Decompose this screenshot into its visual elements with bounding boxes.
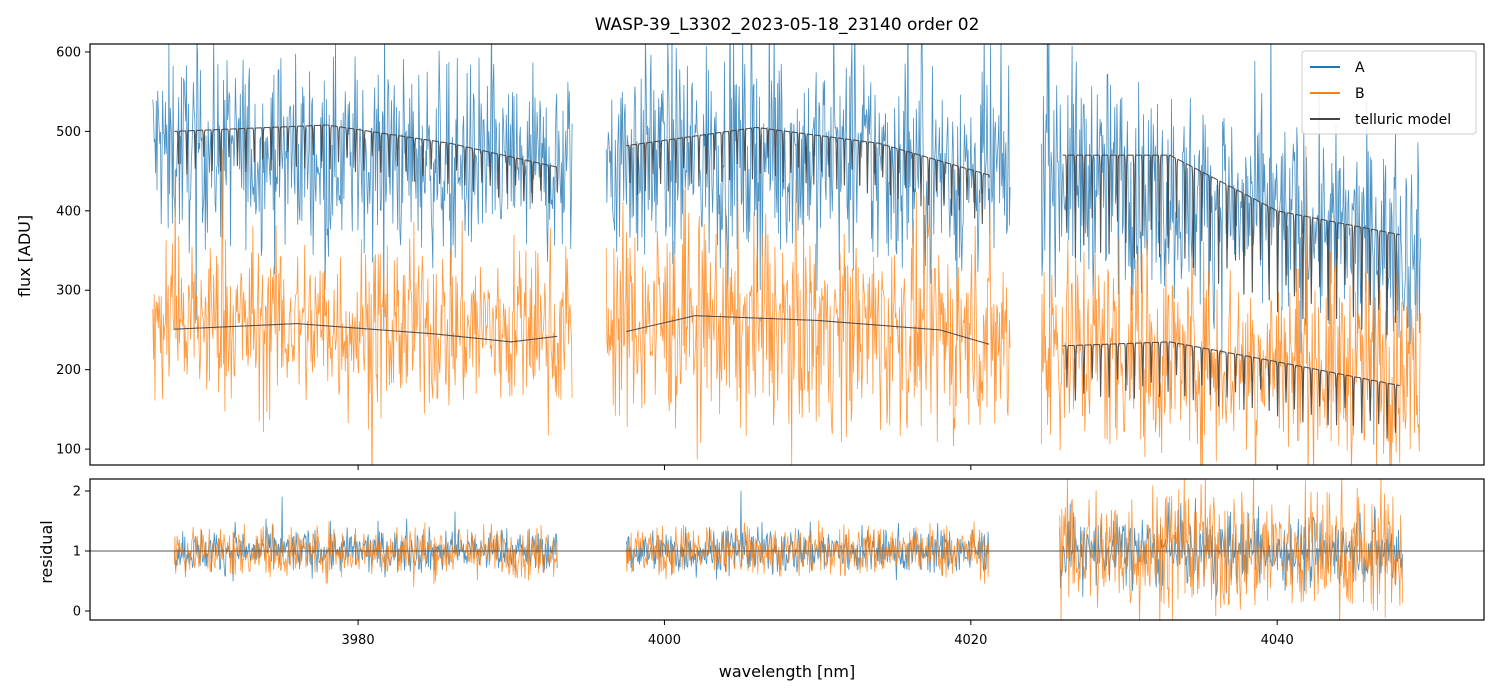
x-axis-label: wavelength [nm] (719, 662, 856, 681)
legend-label-a: A (1355, 60, 1365, 76)
bottom-x-tick-label: 3980 (342, 633, 375, 648)
bottom-axes-frame (89, 478, 1485, 621)
telluric-model-line (1062, 341, 1400, 439)
telluric-model-line (174, 124, 558, 204)
bottom-y-tick-label: 1 (73, 545, 81, 560)
top-y-tick-label: 300 (56, 284, 81, 299)
legend-label-telluric-model: telluric model (1355, 112, 1451, 128)
telluric-model-line (174, 323, 558, 343)
bottom-x-ticks: 3980 4000 4020 4040 (342, 620, 1294, 648)
chart-title: WASP-39_L3302_2023-05-18_23140 order 02 (595, 15, 980, 35)
spectrum-a (1040, 44, 1422, 445)
top-axes-frame (89, 43, 1485, 466)
bottom-y-ticks: 0 1 2 (73, 485, 90, 620)
residual-a (625, 490, 990, 581)
top-y-tick-label: 600 (56, 45, 81, 60)
residual-b (625, 520, 990, 584)
bottom-x-tick-label: 4000 (648, 633, 681, 648)
spectrum-a (152, 44, 573, 330)
residual-a (173, 496, 558, 582)
top-x-ticks (357, 465, 1278, 470)
legend-label-b: B (1355, 86, 1365, 102)
top-y-tick-label: 500 (56, 125, 81, 140)
bottom-x-tick-label: 4020 (954, 633, 987, 648)
bottom-y-tick-label: 0 (73, 605, 81, 620)
telluric-model-line (626, 126, 990, 225)
spectrum-b (152, 149, 573, 465)
top-y-ticks: 100 200 300 400 500 600 (56, 45, 90, 458)
top-y-tick-label: 400 (56, 204, 81, 219)
telluric-model-line (626, 315, 990, 345)
bottom-y-tick-label: 2 (73, 485, 81, 500)
legend: A B telluric model (1301, 50, 1477, 135)
spectrum-b (605, 179, 1011, 465)
bottom-y-axis-label: residual (37, 520, 56, 583)
bottom-x-tick-label: 4040 (1261, 633, 1294, 648)
top-y-tick-label: 200 (56, 363, 81, 378)
top-plot-area (152, 44, 1422, 465)
spectrum-b (1040, 146, 1422, 465)
residual-b (1059, 479, 1404, 620)
legend-box (1301, 50, 1477, 135)
top-y-tick-label: 100 (56, 443, 81, 458)
top-y-axis-label: flux [ADU] (15, 215, 34, 297)
bottom-plot-area (90, 479, 1484, 620)
telluric-model-line (1062, 154, 1400, 336)
